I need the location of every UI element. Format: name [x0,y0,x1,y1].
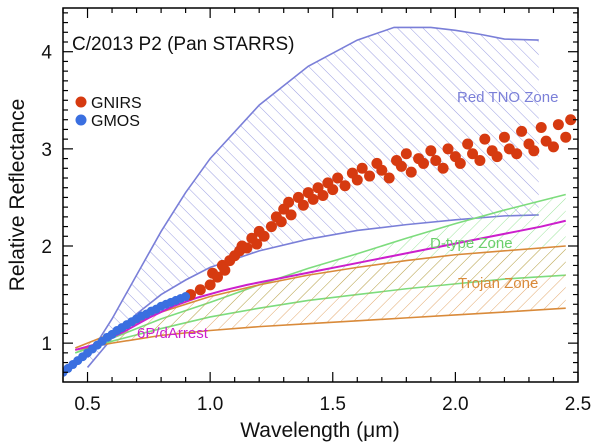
legend: GNIRS GMOS [75,95,142,130]
zone-label-red-tno: Red TNO Zone [457,89,558,106]
gnirs-point [418,157,429,169]
x-tick-label: 0.5 [74,394,100,415]
y-tick-label: 3 [41,140,52,161]
gnirs-point [425,145,437,157]
axis-ticks: 0.5 1.0 1.5 2.0 2.5 1 2 3 4 [41,8,591,415]
gnirs-point [400,148,412,160]
gnirs-point [297,199,309,211]
gnirs-point [395,160,407,172]
zone-label-trojan: Trojan Zone [458,275,538,292]
gnirs-point [535,121,547,133]
data-series [63,114,577,377]
gnirs-point [356,162,368,174]
gnirs-point [383,172,395,184]
red-tno-zone-upper-bound [86,26,539,359]
gnirs-point [327,184,339,196]
gnirs-point [552,119,564,131]
gnirs-point [275,216,287,228]
y-tick-label: 2 [41,237,52,258]
gnirs-point [351,174,363,186]
legend-marker-gmos [75,114,87,126]
gnirs-point [474,155,486,167]
x-tick-label: 1.0 [197,394,223,415]
gnirs-point [212,271,223,283]
zone-label-d-type: D-type Zone [430,235,513,252]
gnirs-point [479,133,491,145]
legend-label-gnirs: GNIRS [91,95,142,112]
gnirs-point [265,221,277,233]
6p-darrest-line [74,219,566,351]
gnirs-point [498,131,510,143]
gnirs-point [547,141,559,153]
y-tick-label: 4 [41,43,52,64]
x-axis-label: Wavelength (μm) [240,419,400,442]
y-axis-label: Relative Reflectance [6,99,29,292]
gnirs-point [516,125,528,137]
gnirs-point [540,135,552,147]
trojan-zone-lower-bound [75,307,566,351]
x-tick-label: 2.0 [442,394,468,415]
gnirs-point [204,279,216,291]
series-label-6p-darrest: 6P/dArrest [137,325,209,342]
trojan-zone-fill [75,246,566,350]
y-tick-label: 1 [41,334,52,355]
gmos-point [181,292,191,302]
legend-label-gmos: GMOS [91,113,140,130]
gnirs-point [511,148,523,160]
gnirs-point [405,166,417,178]
gnirs-point [332,172,344,184]
gnirs-point [364,170,376,182]
gnirs-point [241,242,253,254]
gnirs-point [194,284,206,296]
gnirs-point [430,155,442,167]
gnirs-point [462,138,474,150]
gnirs-point [283,196,295,208]
legend-marker-gnirs [75,96,87,108]
gnirs-point [467,148,479,160]
red-tno-zone-lower-bound [86,214,539,368]
plot-frame [62,7,579,383]
gnirs-point [565,114,577,126]
gnirs-point [285,209,297,221]
gnirs-point [219,264,231,276]
gnirs-point [307,193,319,205]
gnirs-point [560,131,572,143]
chart-title: C/2013 P2 (Pan STARRS) [72,34,294,55]
gnirs-point [258,230,270,242]
gnirs-point [528,145,540,157]
gnirs-point [442,143,454,155]
gnirs-point [376,164,388,176]
gnirs-point [317,189,329,201]
gnirs-point [437,162,449,174]
x-tick-label: 2.5 [565,394,591,415]
gnirs-point [339,180,351,192]
gnirs-point [454,157,466,169]
gnirs-point [491,151,503,163]
x-tick-label: 1.5 [320,394,346,415]
gnirs-point [251,238,263,250]
